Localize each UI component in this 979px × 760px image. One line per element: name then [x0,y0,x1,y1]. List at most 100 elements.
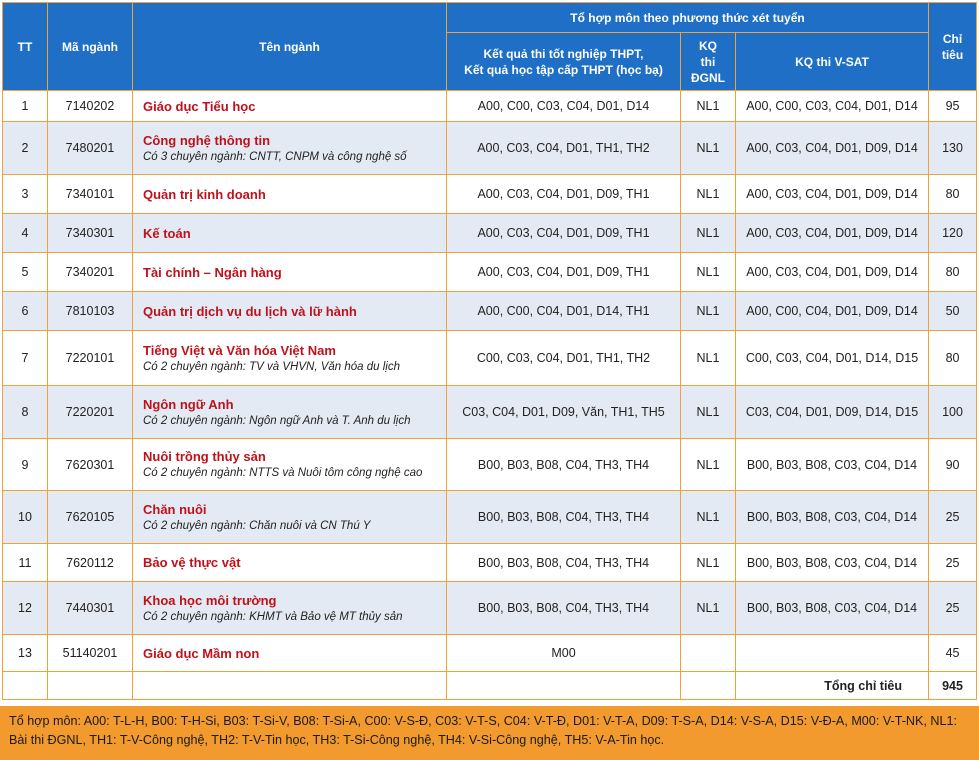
table-row: 4 7340301 Kế toán A00, C03, C04, D01, D09, … [2,213,978,253]
major-code: 7340101 [47,174,133,214]
thpt-combinations: M00 [446,634,681,672]
major-code: 7140202 [47,90,133,122]
row-number: 5 [2,252,48,292]
dgnl-combination: NL1 [680,385,736,439]
dgnl-combination: NL1 [680,213,736,253]
major-cell: Tiếng Việt và Văn hóa Việt Nam Có 2 chuyê… [132,330,447,386]
header-vsat: KQ thi V-SAT [734,32,930,91]
quota-value: 45 [928,634,978,672]
row-number: 9 [2,438,48,491]
empty-cell [47,671,133,700]
major-name: Công nghệ thông tin [143,132,271,148]
table-row: 9 7620301 Nuôi trồng thủy sản Có 2 chuyên n… [2,438,978,491]
dgnl-combination: NL1 [680,581,736,635]
thpt-combinations: B00, B03, B08, C04, TH3, TH4 [446,490,681,544]
thpt-combinations: C00, C03, C04, D01, TH1, TH2 [446,330,681,386]
quota-value: 90 [928,438,978,491]
quota-value: 50 [928,291,978,331]
dgnl-combination: NL1 [680,121,736,175]
table-row: 8 7220201 Ngôn ngữ Anh Có 2 chuyên ngành: N… [2,385,978,439]
table-body: 1 7140202 Giáo dục Tiểu học A00, C00, C03, … [2,90,978,700]
table-row: 1 7140202 Giáo dục Tiểu học A00, C00, C03, … [2,90,978,122]
quota-value: 25 [928,543,978,582]
row-number: 3 [2,174,48,214]
subject-code-legend: Tổ hợp môn: A00: T-L-H, B00: T-H-Si, B03… [0,706,979,760]
major-name: Quản trị kinh doanh [143,186,266,202]
dgnl-combination: NL1 [680,252,736,292]
dgnl-combination: NL1 [680,438,736,491]
header-subject-group: Tổ hợp môn theo phương thức xét tuyển [445,2,930,33]
empty-cell [132,671,447,700]
major-cell: Công nghệ thông tin Có 3 chuyên ngành: CN… [132,121,447,175]
row-number: 7 [2,330,48,386]
row-number: 11 [2,543,48,582]
major-name: Chăn nuôi [143,501,207,517]
table-row: 3 7340101 Quản trị kinh doanh A00, C03, C04… [2,174,978,214]
major-name: Nuôi trồng thủy sản [143,449,266,464]
major-name: Bảo vệ thực vật [143,555,241,570]
table-row: 12 7440301 Khoa học môi trường Có 2 chuyên … [2,581,978,635]
table-row: 2 7480201 Công nghệ thông tin Có 3 chuyên n… [2,121,978,175]
row-number: 1 [2,90,48,122]
vsat-combinations: B00, B03, B08, C03, C04, D14 [734,490,930,544]
dgnl-combination: NL1 [680,543,736,582]
vsat-combinations: A00, C03, C04, D01, D09, D14 [734,174,930,214]
dgnl-combination: NL1 [680,330,736,386]
header-thpt: Kết quả thi tốt nghiệp THPT, Kết quả học… [446,32,681,91]
vsat-combinations [734,634,930,672]
major-code: 7480201 [47,121,133,175]
quota-value: 95 [928,90,978,122]
vsat-combinations: A00, C03, C04, D01, D09, D14 [734,252,930,292]
empty-cell [680,671,736,700]
thpt-combinations: A00, C03, C04, D01, D09, TH1 [446,174,681,214]
empty-cell [446,671,681,700]
major-cell: Kế toán [132,213,447,253]
row-number: 8 [2,385,48,439]
major-note: Có 2 chuyên ngành: Ngôn ngữ Anh và T. An… [143,414,411,427]
major-name: Ngôn ngữ Anh [143,396,234,412]
major-code: 7810103 [47,291,133,331]
row-number: 2 [2,121,48,175]
vsat-combinations: A00, C00, C03, C04, D01, D14 [734,90,930,122]
thpt-combinations: B00, B03, B08, C04, TH3, TH4 [446,543,681,582]
dgnl-combination: NL1 [680,174,736,214]
quota-value: 25 [928,490,978,544]
quota-value: 80 [928,330,978,386]
total-label: Tổng chỉ tiêu [734,671,930,700]
row-number: 4 [2,213,48,253]
major-cell: Quản trị dịch vụ du lịch và lữ hành [132,291,447,331]
table-row: 6 7810103 Quản trị dịch vụ du lịch và lữ h… [2,291,978,331]
quota-value: 80 [928,174,978,214]
header-quota: Chỉ tiêu [928,2,978,91]
dgnl-combination: NL1 [680,291,736,331]
major-cell: Quản trị kinh doanh [132,174,447,214]
major-code: 7620112 [47,543,133,582]
thpt-combinations: A00, C00, C03, C04, D01, D14 [446,90,681,122]
header-dgnl: KQ thi ĐGNL [680,32,736,91]
vsat-combinations: B00, B03, B08, C03, C04, D14 [734,581,930,635]
major-name: Tài chính – Ngân hàng [143,264,282,280]
major-cell: Giáo dục Tiểu học [132,90,447,122]
major-cell: Chăn nuôi Có 2 chuyên ngành: Chăn nuôi và… [132,490,447,544]
vsat-combinations: B00, B03, B08, C03, C04, D14 [734,543,930,582]
thpt-combinations: A00, C00, C04, D01, D14, TH1 [446,291,681,331]
table-row: 7 7220101 Tiếng Việt và Văn hóa Việt Nam Có… [2,330,978,386]
major-note: Có 2 chuyên ngành: KHMT và Bảo vệ MT thủ… [143,610,403,623]
vsat-combinations: A00, C03, C04, D01, D09, D14 [734,121,930,175]
table-row: 11 7620112 Bảo vệ thực vật B00, B03, B08, C… [2,543,978,582]
thpt-combinations: C03, C04, D01, D09, Văn, TH1, TH5 [446,385,681,439]
major-code: 7620105 [47,490,133,544]
dgnl-combination [680,634,736,672]
table-row: 13 51140201 Giáo dục Mầm non M00 45 [2,634,978,672]
quota-value: 80 [928,252,978,292]
thpt-combinations: A00, C03, C04, D01, D09, TH1 [446,252,681,292]
major-code: 7340201 [47,252,133,292]
major-cell: Ngôn ngữ Anh Có 2 chuyên ngành: Ngôn ngữ … [132,385,447,439]
row-number: 10 [2,490,48,544]
quota-value: 25 [928,581,978,635]
empty-cell [2,671,48,700]
major-note: Có 2 chuyên ngành: Chăn nuôi và CN Thú Y [143,519,371,532]
total-value: 945 [928,671,978,700]
major-code: 7440301 [47,581,133,635]
major-cell: Khoa học môi trường Có 2 chuyên ngành: KH… [132,581,447,635]
